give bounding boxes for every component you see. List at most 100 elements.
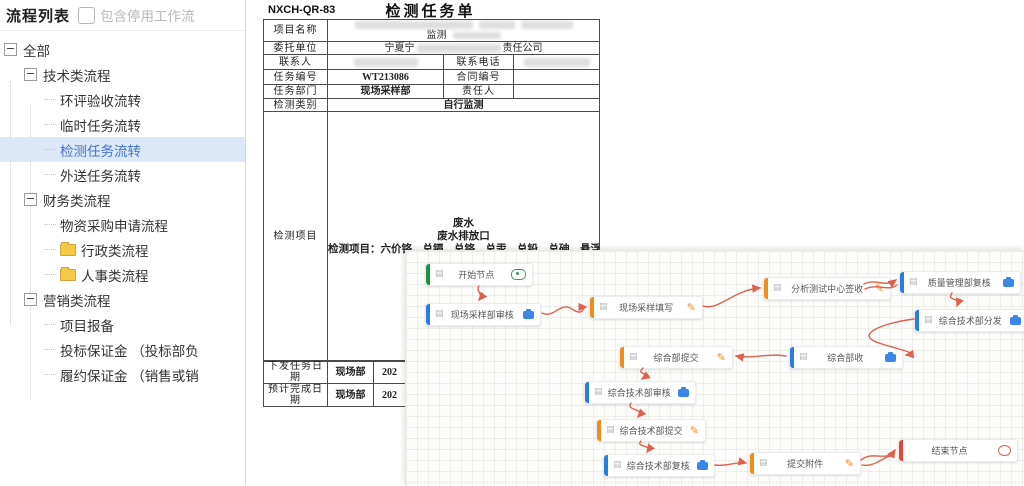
tree-item-procurement[interactable]: 物资采购申请流程 <box>0 212 245 237</box>
field-label: 责任人 <box>443 84 514 99</box>
arrow-start-to-review <box>477 285 488 302</box>
flow-node-end[interactable]: 结束节点 <box>898 439 1018 462</box>
pencil-icon <box>717 352 726 363</box>
tree-item-detection-task-selected[interactable]: 检测任务流转 <box>0 137 245 162</box>
tree-item-all[interactable]: 全部 <box>0 37 245 62</box>
collapse-icon[interactable] <box>24 68 37 81</box>
contact-cell <box>327 54 444 70</box>
redacted-text <box>452 32 501 39</box>
node-label: 综合技术部审核 <box>607 388 671 398</box>
form-code: NXCH-QR-83 <box>268 4 336 16</box>
flow-node-tech-dept-submit[interactable]: 综合技术部提交 <box>596 419 706 442</box>
arrow-attachment-to-end-1 <box>860 448 896 461</box>
phone-cell <box>513 54 600 70</box>
briefcase-icon <box>1010 314 1021 325</box>
redacted-text <box>523 57 590 67</box>
tree-connector <box>44 99 56 100</box>
node-color-bar <box>585 382 589 403</box>
tree-item-hr[interactable]: 人事类流程 <box>0 262 245 287</box>
flow-node-tech-dept-review[interactable]: 综合技术部审核 <box>584 381 696 404</box>
briefcase-icon <box>678 386 689 397</box>
node-type-icon <box>799 353 808 362</box>
tree-item-label: 财务类流程 <box>43 193 111 209</box>
tree-item-label: 外送任务流转 <box>60 168 141 184</box>
tree-connector <box>44 349 56 350</box>
arrow-receive-to-submit <box>734 353 787 362</box>
collapse-icon[interactable] <box>24 193 37 206</box>
flow-node-test-center-signoff[interactable]: 分析测试中心签收 <box>763 277 891 300</box>
flow-node-general-office-submit[interactable]: 综合部提交 <box>619 346 733 369</box>
flow-node-submit-attachment[interactable]: 提交附件 <box>749 452 861 475</box>
flow-node-sampling-fill[interactable]: 现场采样填写 <box>589 296 703 319</box>
tree-item-temp-task[interactable]: 临时任务流转 <box>0 112 245 137</box>
pencil-icon <box>875 283 884 294</box>
node-label: 综合部提交 <box>653 353 699 363</box>
tree-item-label: 履约保证金 （销售或销 <box>60 368 199 384</box>
tree-guide-line <box>10 81 11 325</box>
tree-item-performance-bond[interactable]: 履约保证金 （销售或销 <box>0 362 245 387</box>
tree-item-project-filing[interactable]: 项目报备 <box>0 312 245 337</box>
tree-connector <box>44 324 56 325</box>
folder-icon <box>60 266 76 281</box>
redacted-text <box>520 21 573 29</box>
arrow-techsubmit-to-techrecheck <box>639 440 655 454</box>
pencil-icon <box>845 458 854 469</box>
flow-node-start[interactable]: 开始节点 <box>425 263 533 286</box>
field-label: 委托单位 <box>263 41 328 55</box>
redacted-text <box>354 21 473 29</box>
node-type-icon <box>606 426 615 435</box>
flow-node-tech-dept-dispatch[interactable]: 综合技术部分发 <box>914 309 1024 332</box>
collapse-icon[interactable] <box>4 43 17 56</box>
include-disabled-checkbox[interactable] <box>78 6 96 24</box>
workflow-diagram-panel[interactable]: 开始节点 现场采样部审核 现场采样填写 分析测试中心签收 质量管理部复核 综合技… <box>405 250 1024 486</box>
briefcase-icon <box>697 459 708 470</box>
node-type-icon <box>594 388 603 397</box>
tree-item-finance[interactable]: 财务类流程 <box>0 187 245 212</box>
briefcase-icon <box>523 308 534 319</box>
briefcase-icon <box>1003 276 1014 287</box>
node-type-icon <box>629 353 638 362</box>
redacted-text <box>416 43 501 53</box>
node-color-bar <box>750 453 754 474</box>
collapse-icon[interactable] <box>24 293 37 306</box>
node-color-bar <box>790 347 794 368</box>
tree-item-bid-bond[interactable]: 投标保证金 （投标部负 <box>0 337 245 362</box>
tree-item-eia-acceptance[interactable]: 环评验收流转 <box>0 87 245 112</box>
node-color-bar <box>597 420 601 441</box>
form-title: 检测任务单 <box>385 4 476 20</box>
include-disabled-label: 包含停用工作流 <box>100 9 195 24</box>
tree-item-outsourced-task[interactable]: 外送任务流转 <box>0 162 245 187</box>
owner-value <box>513 84 600 99</box>
flow-node-quality-recheck[interactable]: 质量管理部复核 <box>899 271 1021 294</box>
due-dept-value: 现场部 <box>327 383 374 407</box>
tree-connector <box>44 274 56 275</box>
arrow-fill-to-signoff <box>702 284 762 308</box>
tree-item-label: 物资采购申请流程 <box>60 218 168 234</box>
field-label: 检测类别 <box>263 98 328 112</box>
flow-node-general-office-receive[interactable]: 综合部收 <box>789 346 903 369</box>
redacted-text <box>353 57 418 67</box>
arrow-review-to-techsubmit <box>629 402 647 419</box>
flow-node-tech-dept-recheck[interactable]: 综合技术部复核 <box>603 454 715 477</box>
sidebar-title: 流程列表 <box>6 7 71 25</box>
flow-node-sampling-dept-review[interactable]: 现场采样部审核 <box>425 303 541 326</box>
tree-item-administrative[interactable]: 行政类流程 <box>0 237 245 262</box>
tree-item-marketing[interactable]: 营销类流程 <box>0 287 245 312</box>
tree-item-label: 人事类流程 <box>81 268 149 284</box>
process-list-sidebar: 流程列表 包含停用工作流 全部 技术类流程 环评验收流转 临时任务流转 检测任务… <box>0 0 246 485</box>
tree-item-technical[interactable]: 技术类流程 <box>0 62 245 87</box>
arrow-review-to-fill <box>541 302 588 315</box>
project-name-line2: 监测 <box>426 30 447 41</box>
tree-connector <box>44 374 56 375</box>
node-label: 现场采样部审核 <box>450 310 514 320</box>
briefcase-icon <box>885 351 896 362</box>
node-color-bar <box>915 310 919 331</box>
tree-item-label: 技术类流程 <box>43 68 111 84</box>
client-prefix: 宁夏宁 <box>384 42 415 54</box>
arrow-submit-to-review <box>640 367 651 380</box>
node-label: 综合技术部提交 <box>619 426 683 436</box>
items-line1: 废水 <box>453 218 474 229</box>
tree-item-label: 临时任务流转 <box>60 118 141 134</box>
node-color-bar <box>764 278 768 299</box>
tree-item-label: 行政类流程 <box>81 243 149 259</box>
